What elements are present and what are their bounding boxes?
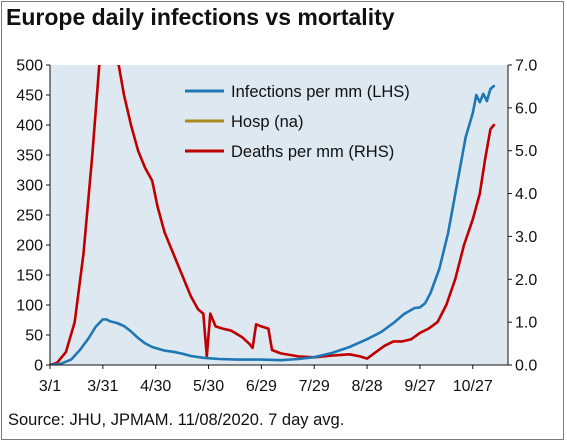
x-tick-label: 7/29	[299, 378, 330, 395]
left-axis-ticks: 0 50 100 150 200 250 300 350 400 450 500	[16, 58, 50, 375]
left-tick-label: 450	[16, 88, 43, 105]
right-tick-label: 7.0	[515, 58, 537, 75]
right-tick-label: 2.0	[515, 272, 537, 289]
right-axis-ticks: 0.0 1.0 2.0 3.0 4.0 5.0 6.0 7.0	[508, 58, 537, 375]
legend-label: Hosp (na)	[231, 113, 303, 131]
legend-label: Infections per mm (LHS)	[231, 83, 410, 101]
x-axis-ticks: 3/1 3/31 4/30 5/30 6/29 7/29 8/28 9/27 10/27	[39, 365, 493, 395]
x-tick-label: 8/28	[352, 378, 383, 395]
x-tick-label: 3/31	[87, 378, 118, 395]
right-tick-label: 3.0	[515, 229, 537, 246]
left-tick-label: 200	[16, 238, 43, 255]
x-tick-label: 9/27	[404, 378, 435, 395]
left-tick-label: 500	[16, 58, 43, 75]
x-tick-label: 5/30	[193, 378, 224, 395]
x-tick-label: 6/29	[246, 378, 277, 395]
right-tick-label: 0.0	[515, 358, 537, 375]
series-line-infections	[50, 84, 496, 365]
legend-label: Deaths per mm (RHS)	[231, 143, 394, 161]
right-tick-label: 5.0	[515, 143, 537, 160]
chart-title: Europe daily infections vs mortality	[6, 4, 395, 30]
left-tick-label: 50	[25, 328, 43, 345]
x-tick-label: 3/1	[39, 378, 61, 395]
left-tick-label: 300	[16, 178, 43, 195]
left-tick-label: 150	[16, 268, 43, 285]
right-tick-label: 1.0	[515, 315, 537, 332]
series-line-deaths	[50, 65, 496, 365]
left-tick-label: 400	[16, 118, 43, 135]
series-layer	[50, 65, 496, 365]
x-tick-label: 4/30	[140, 378, 171, 395]
right-tick-label: 6.0	[515, 100, 537, 117]
left-tick-label: 350	[16, 148, 43, 165]
x-tick-label: 10/27	[453, 378, 493, 395]
plot-area	[50, 65, 508, 365]
right-tick-label: 4.0	[515, 186, 537, 203]
legend: Infections per mm (LHS) Hosp (na) Deaths p…	[185, 83, 410, 161]
left-tick-label: 100	[16, 298, 43, 315]
left-tick-label: 250	[16, 208, 43, 225]
left-tick-label: 0	[34, 358, 43, 375]
source-note: Source: JHU, JPMAM. 11/08/2020. 7 day av…	[8, 411, 345, 429]
